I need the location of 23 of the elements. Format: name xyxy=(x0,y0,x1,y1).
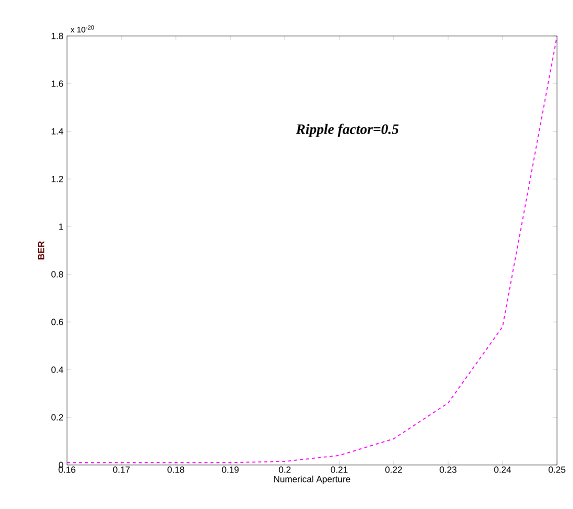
x-tick-label: 0.21 xyxy=(330,466,348,473)
y-tick-label: 1.8 xyxy=(52,32,64,40)
x-tick-label: 0.18 xyxy=(168,466,184,473)
y-tick-label: 0.6 xyxy=(51,318,64,326)
y-tick-label: 1 xyxy=(59,224,64,230)
x-tick-label: 0.2 xyxy=(278,466,291,473)
x-tick-label: 0.22 xyxy=(385,466,402,473)
y-tick-label: 1.6 xyxy=(52,80,64,87)
x-tick-label: 0.16 xyxy=(58,466,76,473)
y-tick-label: 1.2 xyxy=(52,176,64,182)
y-tick-label: 1.4 xyxy=(52,128,64,134)
y-tick-label: 0.8 xyxy=(51,271,64,278)
y-axis-title: BER xyxy=(38,241,44,260)
x-axis-title: Numerical Aperture xyxy=(274,476,350,484)
y-tick-label: 0.4 xyxy=(51,366,64,373)
y-tick-label: 0 xyxy=(58,462,64,468)
y-tick-label: 0.2 xyxy=(51,414,64,420)
x-tick-label: 0.24 xyxy=(494,466,512,473)
x-tick-label: 0.23 xyxy=(440,466,456,473)
x-tick-label: 0.25 xyxy=(548,466,566,473)
x-tick-label: 0.17 xyxy=(113,466,130,473)
annotation: Ripple factor=0.5 xyxy=(296,124,399,137)
x-tick-label: 0.19 xyxy=(222,466,239,473)
